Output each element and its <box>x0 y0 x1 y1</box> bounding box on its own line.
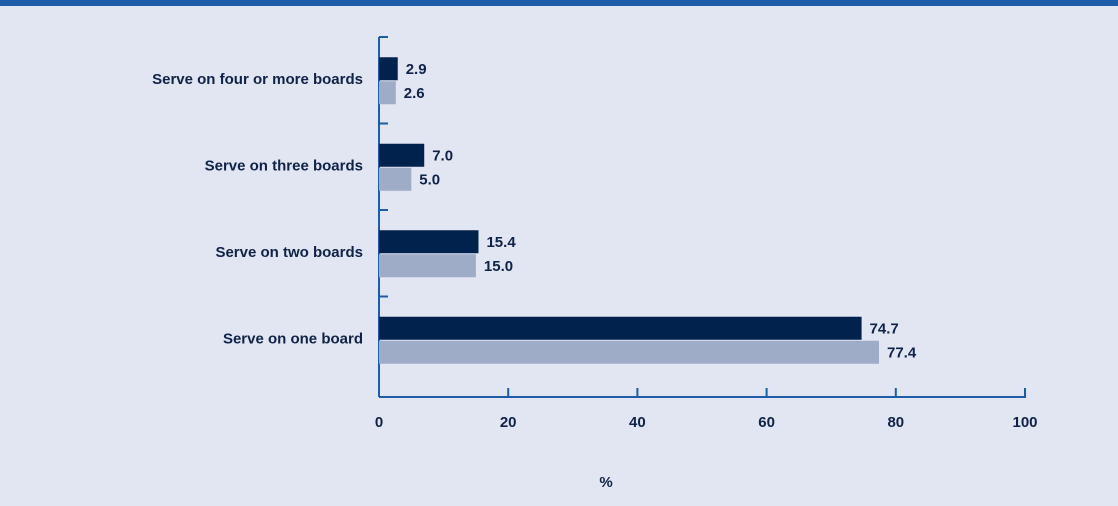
y-tick-label: Serve on four or more boards <box>152 71 363 88</box>
value-label: 5.0 <box>419 172 440 189</box>
x-tick-label: 40 <box>629 414 646 431</box>
value-label: 74.7 <box>870 321 899 338</box>
bar <box>379 143 425 167</box>
x-tick-label: 20 <box>500 414 517 431</box>
value-label: 7.0 <box>432 148 453 165</box>
bar <box>379 57 398 81</box>
y-tick-label: Serve on two boards <box>215 244 363 261</box>
x-tick-label: 100 <box>1012 414 1037 431</box>
y-tick-label: Serve on three boards <box>205 158 363 175</box>
bar <box>379 340 880 364</box>
x-axis-label: % <box>599 474 612 491</box>
value-label: 2.6 <box>404 85 425 102</box>
x-tick-label: 80 <box>887 414 904 431</box>
top-band <box>0 0 1118 6</box>
value-label: 15.0 <box>484 258 513 275</box>
bar <box>379 254 476 278</box>
bar <box>379 316 862 340</box>
bar <box>379 167 412 191</box>
x-tick-label: 0 <box>375 414 383 431</box>
x-tick-label: 60 <box>758 414 775 431</box>
bar <box>379 230 479 254</box>
bar <box>379 81 396 105</box>
value-label: 15.4 <box>486 234 516 251</box>
value-label: 77.4 <box>887 345 917 362</box>
value-label: 2.9 <box>406 61 427 78</box>
y-tick-label: Serve on one board <box>223 331 363 348</box>
